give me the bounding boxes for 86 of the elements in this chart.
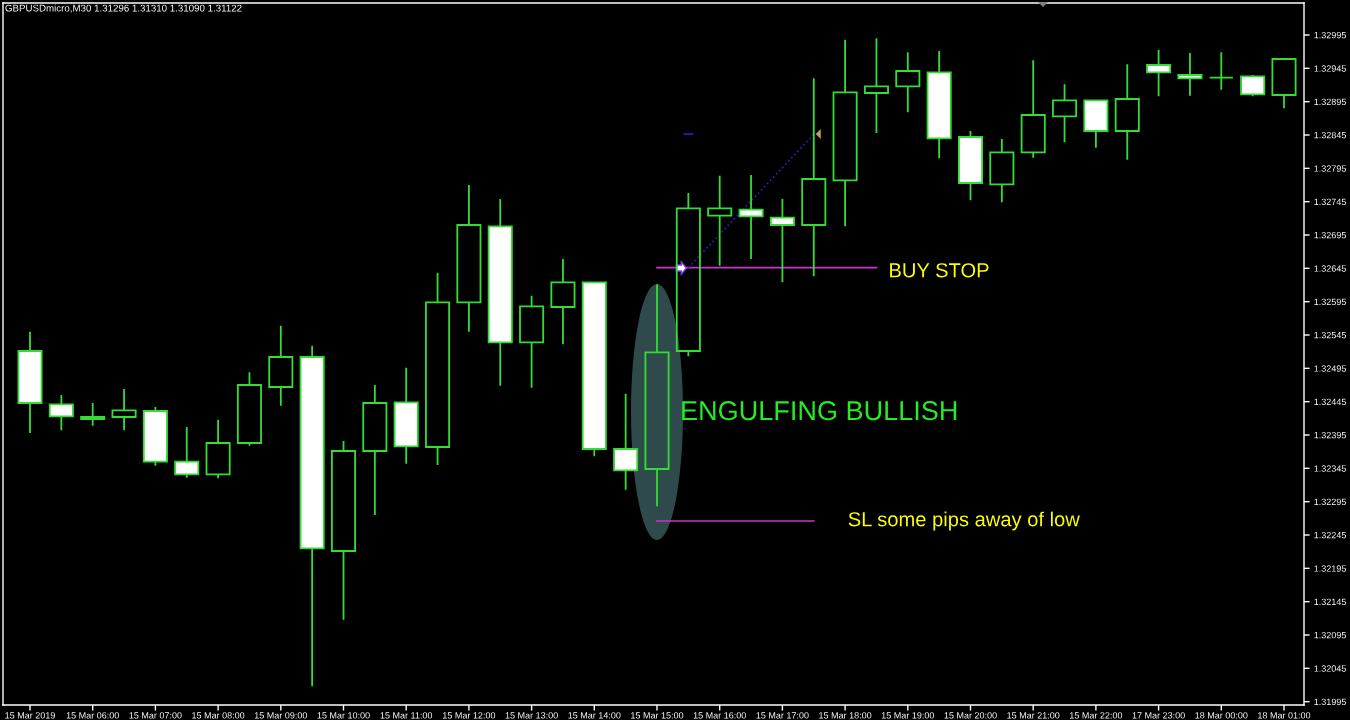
candlestick	[1114, 63, 1140, 161]
y-tick-label: 1.32795	[1314, 165, 1346, 172]
candlestick	[707, 174, 733, 267]
annotation: ENGULFING BULLISH	[682, 401, 957, 421]
x-tick-label: 15 Mar 22:00	[1069, 712, 1123, 719]
y-tick-label: 1.32345	[1314, 465, 1346, 472]
x-tick-label: 15 Mar 18:00	[819, 712, 872, 719]
candlestick	[738, 174, 764, 260]
x-tick-label: 15 Mar 21:00	[1007, 712, 1060, 719]
y-tick-label: 1.32895	[1314, 98, 1346, 106]
candlestick	[1177, 52, 1203, 97]
candlestick	[80, 402, 106, 427]
candlestick	[268, 324, 294, 407]
candlestick	[926, 50, 952, 160]
y-tick-label: 1.31995	[1314, 698, 1346, 706]
candlestick	[1208, 51, 1234, 91]
candlestick	[581, 281, 607, 458]
candlestick	[613, 392, 639, 491]
x-tick-label: 15 Mar 08:00	[192, 712, 245, 719]
candlestick	[1083, 99, 1109, 149]
y-tick-label: 1.32995	[1314, 31, 1346, 39]
x-tick-label: 15 Mar 19:00	[881, 712, 935, 719]
x-tick-label: 15 Mar 2019	[5, 712, 55, 719]
y-tick-label: 1.32845	[1314, 131, 1346, 139]
candlestick	[174, 426, 200, 479]
x-tick-label: 15 Mar 17:00	[756, 712, 809, 719]
candlestick	[205, 418, 231, 480]
y-tick-label: 1.32295	[1314, 498, 1346, 506]
candlestick	[142, 406, 168, 467]
x-tick-label: 15 Mar 09:00	[254, 712, 308, 719]
candlestick	[1240, 74, 1266, 98]
candlestick	[330, 440, 357, 621]
candlestick	[425, 272, 451, 466]
candlestick	[519, 294, 545, 389]
x-tick-label: 15 Mar 20:00	[944, 712, 997, 719]
y-tick-label: 1.32145	[1314, 598, 1346, 606]
candlestick	[487, 198, 513, 387]
candlestick	[1146, 48, 1172, 98]
candlestick	[863, 37, 889, 134]
x-tick-label: 18 Mar 01:00	[1258, 712, 1311, 719]
candlestick	[48, 394, 74, 432]
y-tick-label: 1.32095	[1314, 631, 1346, 639]
candlestick	[644, 283, 670, 508]
y-tick-label: 1.32545	[1314, 331, 1346, 339]
candlestick	[456, 184, 482, 333]
candlestick	[299, 344, 325, 688]
y-tick-label: 1.32595	[1314, 298, 1346, 306]
x-tick-label: 15 Mar 13:00	[505, 712, 558, 719]
y-tick-label: 1.32945	[1314, 65, 1346, 72]
candlestick	[832, 38, 858, 228]
candlestick	[236, 371, 262, 447]
candlestick	[989, 138, 1015, 204]
y-tick-label: 1.32195	[1314, 565, 1346, 572]
x-tick-label: 17 Mar 23:00	[1132, 712, 1185, 719]
x-tick-label: 15 Mar 07:00	[129, 712, 182, 719]
x-tick-label: 15 Mar 15:00	[631, 712, 684, 719]
annotation: BUY STOP	[890, 263, 989, 278]
y-tick-label: 1.32645	[1314, 265, 1346, 272]
candlestick	[957, 130, 984, 202]
candlestick	[1020, 59, 1046, 159]
y-tick-label: 1.32045	[1314, 665, 1346, 672]
candlestick	[1052, 83, 1078, 144]
candlestick	[362, 384, 388, 516]
candlestick	[1271, 57, 1297, 110]
y-tick-label: 1.32745	[1314, 198, 1346, 206]
y-tick-label: 1.32495	[1314, 365, 1346, 372]
y-tick-label: 1.32445	[1314, 398, 1346, 406]
x-tick-label: 18 Mar 00:00	[1195, 712, 1248, 719]
candlestick	[393, 366, 419, 465]
x-tick-label: 15 Mar 14:00	[568, 712, 621, 719]
candlestick	[17, 330, 43, 434]
annotation: SL some pips away of low	[848, 511, 1080, 531]
candlestick	[111, 388, 137, 432]
x-tick-label: 15 Mar 16:00	[693, 712, 746, 719]
candlestick	[769, 198, 795, 284]
x-tick-label: 15 Mar 10:00	[317, 712, 370, 719]
y-tick-label: 1.32395	[1314, 431, 1346, 439]
y-tick-label: 1.32695	[1314, 231, 1346, 239]
x-tick-label: 15 Mar 06:00	[66, 712, 119, 719]
candlestick	[550, 258, 576, 346]
chart-title: GBPUSDmicro,M30 1.31296 1.31310 1.31090 1.31122	[5, 4, 242, 13]
x-tick-label: 15 Mar 12:00	[442, 712, 496, 719]
y-tick-label: 1.32245	[1314, 531, 1346, 539]
candlestick	[895, 51, 921, 114]
x-tick-label: 15 Mar 11:00	[380, 712, 433, 719]
candlestick	[801, 77, 827, 278]
